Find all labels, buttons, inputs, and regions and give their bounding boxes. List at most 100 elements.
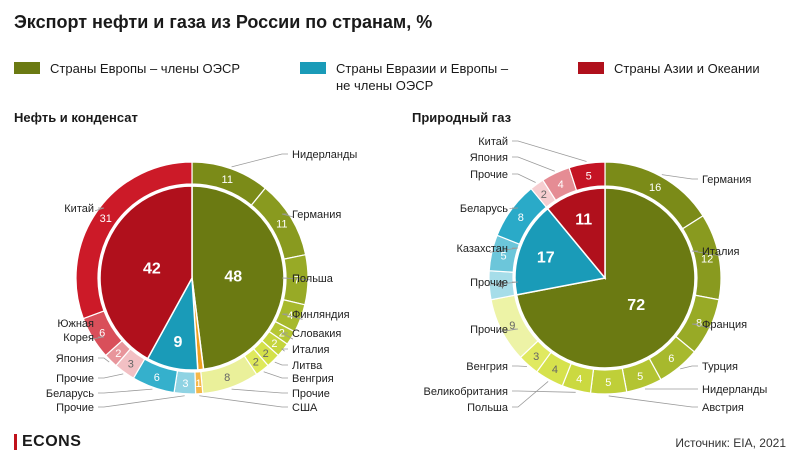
pie-leader-line-15 — [94, 207, 105, 212]
pie-country-value-1: 12 — [701, 254, 713, 266]
pie-country-value-1: 11 — [276, 219, 287, 231]
pie-country-value-2: 8 — [696, 317, 702, 329]
pie-leader-line-12 — [509, 207, 519, 210]
pie-country-value-15: 5 — [586, 170, 592, 182]
pie-group-slice-3 — [99, 185, 193, 360]
pie-leader-line-10 — [98, 395, 185, 408]
pie-country-label-1: Германия — [292, 209, 341, 221]
pie-country-value-7: 2 — [253, 356, 259, 368]
pie-group-slice-2 — [546, 187, 606, 281]
pie-country-label-7: Польша — [467, 402, 509, 414]
pie-country-slice-15 — [568, 161, 606, 192]
pie-country-value-13: 2 — [115, 348, 121, 360]
pie-country-slice-15 — [75, 161, 193, 320]
pie-country-value-11: 6 — [154, 372, 160, 384]
pie-country-label-5: Австрия — [702, 402, 744, 414]
pie-group-value-2: 11 — [575, 212, 592, 229]
pie-country-label-0: Германия — [702, 174, 751, 186]
pie-country-label-11: Беларусь — [46, 388, 94, 400]
pie-country-value-6: 4 — [576, 374, 582, 386]
pie-group-value-0: 48 — [224, 268, 242, 285]
pie-country-label-9: США — [292, 402, 318, 414]
pie-country-value-5: 5 — [605, 377, 611, 389]
pie-country-label-14: Южная Корея — [57, 318, 94, 344]
pie-country-value-10: 3 — [182, 378, 188, 390]
pie-leader-line-10 — [487, 281, 519, 286]
pie-country-value-0: 16 — [649, 182, 661, 194]
pie-leader-line-5 — [280, 348, 288, 352]
pie-leader-line-6 — [512, 390, 576, 393]
pie-country-label-5: Италия — [292, 344, 330, 356]
pie-leader-line-0 — [231, 153, 288, 168]
pie-country-value-8: 3 — [533, 351, 539, 363]
pie-country-label-4: Нидерланды — [702, 384, 767, 396]
legend-item-asia-oceania: Страны Азии и Океании — [578, 60, 760, 77]
pie-country-label-9: Прочие — [470, 324, 508, 336]
pie-country-label-1: Италия — [702, 246, 740, 258]
pie-country-value-14: 4 — [558, 179, 564, 191]
pie-leader-line-1 — [281, 213, 294, 218]
page-title: Экспорт нефти и газа из России по страна… — [14, 12, 433, 32]
pie-country-value-5: 2 — [271, 338, 277, 350]
pie-country-label-12: Беларусь — [460, 203, 508, 215]
pie-country-value-9: 9 — [509, 320, 515, 332]
pie-leader-line-0 — [661, 174, 698, 180]
pie-leader-line-8 — [512, 365, 527, 367]
chart-title-oil: Нефть и конденсат — [14, 110, 138, 125]
pie-country-label-7: Венгрия — [292, 373, 334, 385]
pie-country-value-9: 1 — [195, 378, 201, 390]
pie-country-label-10: Прочие — [56, 402, 94, 414]
pie-leader-line-6 — [274, 361, 288, 366]
chart-title-gas: Природный газ — [412, 110, 512, 125]
pie-country-label-6: Великобритания — [424, 386, 509, 398]
pie-leader-line-4 — [280, 332, 294, 340]
legend-swatch-europe-oecd — [14, 62, 40, 74]
pie-oil: 4894211Нидерланды11Германия7Польша4Финля… — [46, 149, 358, 414]
pie-country-label-3: Финляндия — [292, 309, 350, 321]
pie-country-label-14: Япония — [470, 152, 508, 164]
pie-leader-line-13 — [98, 357, 110, 363]
pie-leader-line-12 — [98, 373, 124, 379]
pie-country-value-2: 7 — [294, 275, 300, 287]
pie-country-label-10: Прочие — [470, 277, 508, 289]
pie-country-label-8: Прочие — [292, 388, 330, 400]
pie-group-value-0: 72 — [627, 297, 645, 314]
pie-country-label-15: Китай — [478, 136, 508, 148]
pie-country-value-12: 3 — [128, 358, 134, 370]
pie-leader-line-3 — [281, 313, 303, 320]
pie-group-slice-1 — [514, 207, 607, 296]
pie-country-label-2: Польша — [292, 273, 334, 285]
pie-group-value-3: 42 — [143, 261, 161, 278]
pie-country-label-13: Япония — [56, 353, 94, 365]
pie-country-value-8: 8 — [224, 372, 230, 384]
pie-leader-line-7 — [263, 371, 288, 379]
pie-leader-line-15 — [512, 140, 587, 162]
legend-item-europe-oecd: Страны Европы – члены ОЭСР — [14, 60, 240, 77]
brand-accent-bar — [14, 434, 17, 450]
pie-country-label-2: Франция — [702, 319, 747, 331]
pie-country-label-3: Турция — [702, 361, 738, 373]
legend-label-asia-oceania: Страны Азии и Океании — [614, 61, 760, 76]
pie-country-label-12: Прочие — [56, 373, 94, 385]
pie-country-value-3: 6 — [668, 353, 674, 365]
source-note: Источник: EIA, 2021 — [675, 436, 786, 450]
legend-label-europe-oecd: Страны Европы – члены ОЭСР — [50, 61, 241, 76]
brand-logo: ECONS — [22, 433, 82, 450]
pie-leader-line-3 — [680, 365, 698, 370]
pie-leader-line-2 — [691, 323, 712, 329]
pie-leader-line-2 — [281, 277, 311, 281]
pie-country-value-4: 2 — [279, 327, 285, 339]
pie-leader-line-13 — [512, 173, 536, 183]
pie-leader-line-1 — [691, 250, 721, 257]
pie-leader-line-8 — [231, 388, 288, 394]
pie-country-value-4: 5 — [637, 371, 643, 383]
legend-item-eurasia-nonoecd: Страны Евразии и Европы – не члены ОЭСР — [300, 60, 508, 94]
pie-leader-line-5 — [608, 395, 698, 408]
pie-country-value-0: 11 — [222, 174, 233, 186]
pie-country-value-13: 2 — [541, 189, 547, 201]
pie-country-label-11: Казахстан — [456, 243, 508, 255]
pie-leader-line-11 — [98, 388, 153, 394]
pie-leader-line-9 — [199, 395, 288, 408]
